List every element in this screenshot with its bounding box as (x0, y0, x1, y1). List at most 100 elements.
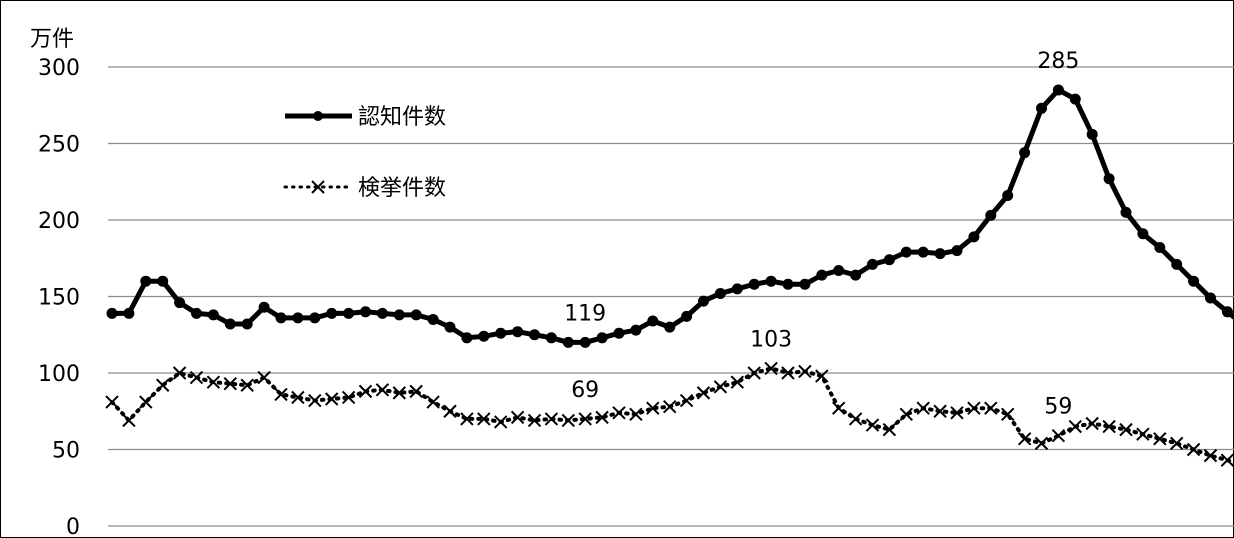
data-point-recognized (968, 231, 980, 243)
data-point-cleared (155, 378, 170, 392)
data-point-recognized (664, 321, 676, 333)
data-point-recognized (529, 329, 540, 341)
data-point-recognized (343, 307, 355, 319)
data-point-recognized (207, 309, 219, 321)
data-point-cleared (493, 415, 508, 429)
data-point-cleared (595, 410, 609, 425)
y-tick-label: 250 (38, 133, 80, 158)
data-point-recognized (748, 278, 760, 290)
data-point-cleared (1068, 419, 1083, 434)
data-point-cleared (206, 375, 221, 389)
data-point-recognized (292, 312, 304, 324)
data-point-cleared (696, 386, 711, 400)
data-point-recognized (224, 318, 236, 330)
data-point-recognized (816, 269, 828, 281)
data-point-recognized (1205, 292, 1216, 304)
data-point-recognized (613, 327, 625, 339)
data-point-cleared (815, 369, 829, 383)
data-point-recognized (917, 246, 929, 258)
data-point-cleared (950, 406, 964, 420)
data-point-recognized (174, 297, 186, 309)
data-point-cleared (747, 366, 761, 380)
data-point-recognized (1052, 84, 1064, 96)
data-point-cleared (764, 361, 778, 376)
data-point-recognized (376, 307, 388, 319)
data-point-recognized (1103, 173, 1115, 185)
data-point-cleared (1220, 453, 1234, 467)
data-point-cleared (730, 375, 745, 389)
data-point-cleared (916, 401, 930, 415)
data-point-recognized (765, 275, 777, 287)
data-point-cleared (392, 386, 407, 400)
data-point-cleared (984, 401, 998, 415)
data-label: 69 (571, 378, 599, 403)
data-point-recognized (579, 336, 591, 348)
data-point-cleared (274, 387, 288, 402)
data-point-cleared (223, 377, 238, 391)
data-point-recognized (410, 309, 422, 321)
data-point-cleared (139, 395, 153, 409)
data-point-cleared (105, 395, 119, 409)
y-tick-labels: 300 250 200 150 100 50 0 (38, 56, 80, 538)
data-point-recognized (1069, 93, 1081, 105)
data-point-recognized (1137, 228, 1149, 240)
legend-marker-cleared (311, 180, 325, 194)
data-point-cleared (899, 407, 914, 422)
data-point-recognized (1086, 128, 1098, 140)
data-point-recognized (478, 330, 490, 342)
data-point-cleared (967, 401, 981, 415)
data-point-cleared (1051, 429, 1066, 443)
data-point-cleared (865, 418, 880, 432)
data-point-recognized (731, 283, 743, 295)
data-point-cleared (426, 395, 440, 409)
data-point-recognized (782, 278, 794, 290)
data-point-recognized (545, 332, 557, 344)
data-point-cleared (781, 366, 795, 380)
data-point-recognized (1120, 206, 1132, 218)
data-point-recognized (1221, 306, 1233, 318)
data-point-cleared (122, 413, 136, 428)
data-point-cleared (1119, 422, 1133, 437)
series-layer (105, 84, 1234, 467)
data-point-recognized (140, 275, 152, 287)
data-point-cleared (308, 393, 322, 408)
data-point-cleared (477, 412, 491, 426)
data-point-recognized (275, 312, 287, 324)
y-axis-unit-label: 万件 (30, 27, 74, 52)
data-point-recognized (360, 306, 371, 318)
data-point-recognized (833, 264, 845, 276)
data-point-cleared (460, 412, 474, 426)
data-point-cleared (1186, 442, 1201, 457)
y-tick-label: 150 (38, 286, 80, 311)
data-point-recognized (1036, 102, 1047, 114)
data-point-cleared (544, 412, 559, 426)
data-point-recognized (157, 275, 169, 287)
data-point-recognized (512, 326, 524, 338)
data-point-recognized (934, 248, 946, 260)
data-label: 103 (750, 327, 792, 352)
data-point-cleared (1085, 416, 1099, 431)
data-point-cleared (933, 404, 947, 418)
data-point-recognized (1171, 258, 1183, 270)
data-point-cleared (629, 407, 643, 422)
data-point-recognized (883, 254, 895, 266)
data-point-recognized (867, 258, 878, 270)
data-point-recognized (393, 309, 405, 321)
data-label: 59 (1044, 395, 1072, 420)
data-point-cleared (831, 401, 846, 415)
data-point-recognized (698, 295, 709, 307)
data-point-recognized (191, 307, 202, 319)
legend-marker-recognized (313, 111, 323, 121)
data-point-cleared (1136, 427, 1150, 441)
legend: 認知件数 検挙件数 (283, 105, 446, 201)
data-point-recognized (241, 318, 253, 330)
annotations: 285 119 103 69 59 (564, 49, 1079, 420)
data-point-cleared (882, 422, 897, 437)
data-point-cleared (189, 370, 204, 385)
data-point-cleared (443, 404, 457, 418)
y-tick-label: 300 (38, 56, 80, 81)
data-label: 285 (1037, 49, 1079, 74)
data-point-cleared (1034, 436, 1049, 451)
data-point-cleared (341, 390, 356, 405)
